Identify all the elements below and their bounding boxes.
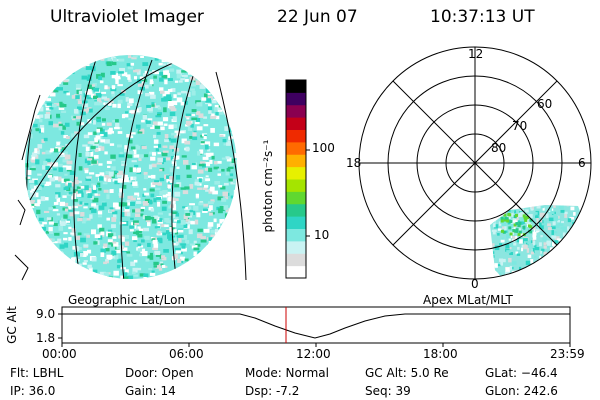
colorbar-frame [285, 79, 307, 279]
instrument-title: Ultraviolet Imager [50, 7, 204, 27]
xtick-1800: 18:00 [423, 347, 458, 361]
mlt-label-12: 12 [468, 47, 484, 61]
colorbar-band [286, 203, 306, 217]
y-axis-label: GC Alt [5, 306, 19, 344]
gc-alt-status: GC Alt: 5.0 Re [365, 366, 449, 380]
filter-status: Flt: LBHL [10, 366, 64, 380]
ip-status: IP: 36.0 [10, 384, 56, 398]
xtick-2359: 23:59 [550, 347, 585, 361]
colorbar-band [286, 253, 306, 267]
colorbar-unit-label: photon cm⁻²s⁻¹ [261, 139, 275, 233]
lat-label-60: 60 [537, 97, 553, 111]
colorbar-band [286, 216, 306, 229]
glon-status: GLon: 242.6 [485, 384, 558, 398]
altitude-curve [62, 313, 570, 339]
ytick-1-8: 1.8 [36, 331, 56, 345]
colorbar-band [286, 179, 306, 192]
colorbar-band [286, 228, 306, 242]
mlt-label-18: 18 [346, 156, 362, 170]
colorbar-tick-10: 10 [314, 228, 330, 242]
date-label: 22 Jun 07 [277, 7, 358, 27]
coastline [14, 94, 41, 281]
lat-label-80: 80 [491, 141, 507, 155]
colorbar-band [286, 154, 306, 168]
xtick-1200: 12:00 [296, 347, 331, 361]
colorbar-band [286, 80, 306, 93]
xtick-0000: 00:00 [42, 347, 77, 361]
colorbar-band [286, 129, 306, 143]
gain-status: Gain: 14 [125, 384, 176, 398]
seq-status: Seq: 39 [365, 384, 411, 398]
colorbar-band [286, 265, 306, 279]
colorbar-band [286, 92, 306, 106]
altitude-timeline [58, 306, 571, 347]
uv-earth-image [14, 55, 247, 281]
colorbar-tick-100: 100 [312, 141, 335, 155]
apex-label: Apex MLat/MLT [423, 293, 513, 307]
xtick-0600: 06:00 [169, 347, 204, 361]
door-status: Door: Open [125, 366, 194, 380]
polar-plot [358, 46, 592, 280]
colorbar-band [286, 240, 306, 254]
colorbar [286, 80, 306, 279]
colorbar-band [286, 191, 306, 205]
glat-status: GLat: −46.4 [485, 366, 558, 380]
colorbar-band [286, 166, 306, 180]
dsp-status: Dsp: -7.2 [245, 384, 300, 398]
ytick-9: 9.0 [36, 307, 56, 321]
mlt-label-6: 6 [578, 156, 586, 170]
lat-label-70: 70 [512, 119, 528, 133]
colorbar-band [286, 117, 306, 130]
colorbar-band [286, 141, 306, 155]
geographic-label: Geographic Lat/Lon [68, 293, 186, 307]
mlt-label-0: 0 [471, 277, 479, 291]
time-label: 10:37:13 UT [430, 7, 535, 27]
colorbar-band [286, 104, 306, 118]
mode-status: Mode: Normal [245, 366, 329, 380]
